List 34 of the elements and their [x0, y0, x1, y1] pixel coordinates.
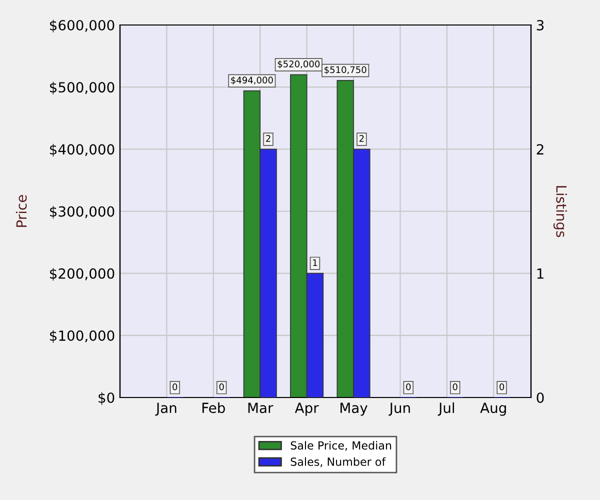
y2-axis-title: Listings	[553, 186, 567, 238]
y2-tick-label: 3	[536, 20, 544, 30]
data-label: 1	[313, 259, 318, 266]
y-tick-label: $600,000	[50, 20, 114, 32]
y-tick-label: $400,000	[50, 144, 114, 156]
y-tick-label: $0	[98, 392, 114, 405]
legend-label: Sale Price, Median	[290, 441, 392, 451]
x-tick-label: Mar	[248, 402, 274, 414]
y-tick-label: $300,000	[50, 206, 114, 219]
legend-label: Sales, Number of	[290, 457, 386, 468]
data-label: 0	[219, 383, 224, 390]
y-axis-title: Price	[16, 195, 27, 227]
data-label: 0	[500, 383, 504, 390]
y2-tick-label: 0	[536, 392, 544, 403]
x-tick-label: Aug	[480, 402, 506, 416]
y-tick-label: $200,000	[50, 268, 114, 281]
data-label: 0	[406, 383, 411, 390]
data-label: 0	[452, 383, 458, 390]
x-tick-label: Jan	[155, 402, 176, 416]
data-label: $520,000	[278, 60, 320, 69]
x-tick-label: Feb	[202, 402, 225, 414]
data-label: $510,750	[324, 66, 366, 74]
y-tick-label: $100,000	[50, 330, 114, 343]
y-tick-label: $500,000	[50, 82, 114, 94]
y2-tick-label: 2	[536, 144, 544, 154]
data-label: 2	[359, 135, 364, 142]
y2-tick-label: 1	[537, 268, 544, 279]
x-tick-label: Jul	[438, 402, 454, 416]
data-label: 2	[266, 135, 270, 142]
data-label: $494,000	[231, 76, 273, 85]
x-tick-label: Apr	[294, 402, 319, 416]
data-label: 0	[172, 383, 178, 390]
x-tick-label: Jun	[388, 402, 410, 416]
x-tick-label: May	[340, 402, 368, 416]
